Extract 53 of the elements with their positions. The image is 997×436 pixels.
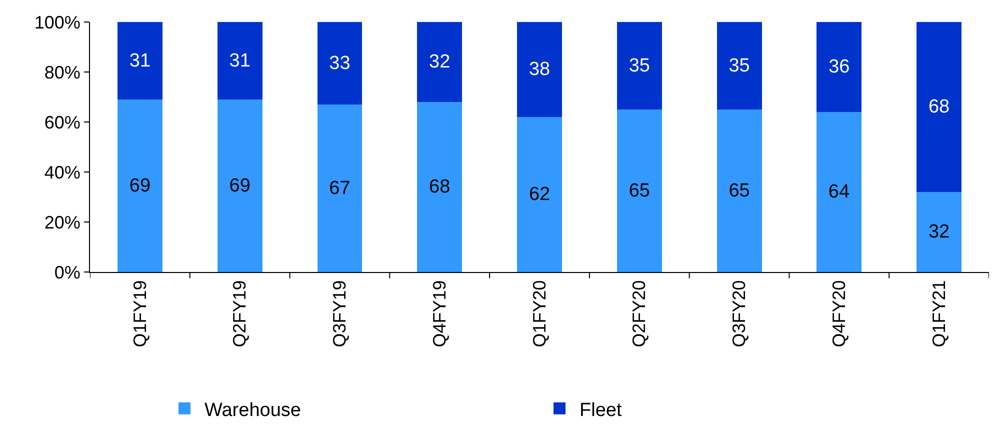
data-label: 68 — [928, 96, 950, 118]
y-tick-label: 100% — [34, 12, 80, 32]
legend-label: Fleet — [580, 400, 622, 421]
x-tick-label: Q1FY19 — [130, 280, 150, 348]
data-label: 31 — [229, 50, 250, 72]
data-label: 64 — [828, 182, 850, 202]
bar — [217, 100, 262, 272]
data-label: 36 — [828, 56, 850, 78]
bar — [117, 22, 162, 100]
legend-label: Warehouse — [204, 400, 301, 421]
bar — [616, 22, 662, 110]
x-tick-label: Q2FY19 — [230, 280, 250, 348]
data-label: 32 — [429, 52, 450, 72]
y-tick-label: 0% — [54, 262, 80, 282]
bar — [417, 22, 462, 102]
data-label: 65 — [628, 180, 650, 202]
data-label: 67 — [329, 178, 350, 199]
bar — [916, 192, 962, 272]
bar — [317, 104, 362, 272]
data-label: 69 — [129, 175, 151, 196]
y-tick-label: 20% — [44, 212, 80, 232]
x-tick-label: Q3FY20 — [729, 280, 750, 348]
bar — [616, 110, 662, 272]
bar — [517, 117, 562, 272]
x-tick-label: Q1FY20 — [529, 280, 550, 348]
data-label: 32 — [928, 222, 950, 242]
data-label: 68 — [429, 176, 450, 198]
data-label: 35 — [728, 55, 750, 76]
x-tick-label: Q4FY19 — [429, 280, 450, 348]
y-tick-label: 60% — [44, 112, 80, 132]
data-label: 31 — [129, 50, 151, 72]
bar — [716, 22, 762, 110]
bar — [217, 22, 262, 100]
bar — [816, 22, 862, 112]
bar — [716, 110, 762, 272]
bar — [417, 102, 462, 272]
bar — [916, 22, 962, 192]
data-label: 62 — [528, 184, 550, 205]
bar — [317, 22, 362, 104]
data-label: 65 — [728, 180, 750, 202]
bar — [517, 22, 562, 117]
data-label: 38 — [528, 59, 550, 80]
y-tick-label: 80% — [44, 62, 80, 82]
x-tick-label: Q3FY19 — [330, 280, 350, 348]
x-tick-label: Q4FY20 — [829, 280, 850, 348]
data-label: 35 — [628, 55, 650, 76]
y-tick-label: 40% — [44, 162, 80, 182]
x-tick-label: Q1FY21 — [928, 280, 949, 348]
bar — [816, 112, 862, 272]
data-label: 69 — [229, 175, 250, 196]
bar — [117, 100, 162, 272]
data-label: 33 — [329, 52, 350, 74]
x-tick-label: Q2FY20 — [629, 280, 650, 348]
